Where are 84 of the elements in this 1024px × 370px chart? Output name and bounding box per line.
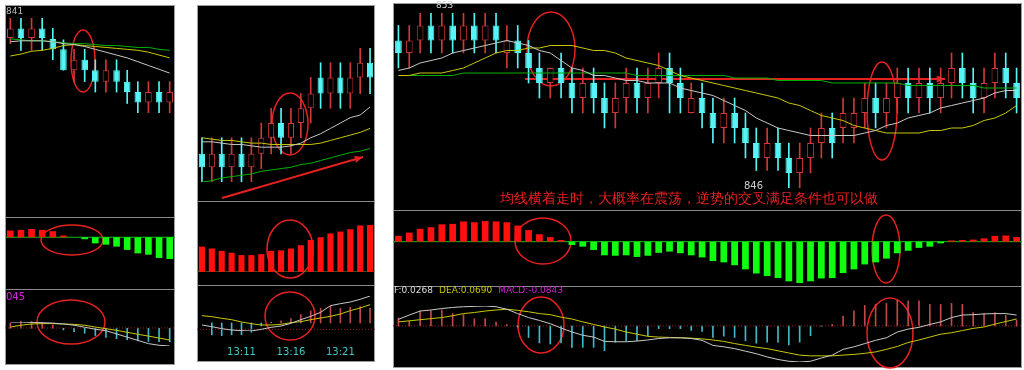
bar	[655, 241, 663, 253]
bar	[622, 241, 630, 256]
bar	[102, 237, 110, 245]
x-tick-label: 13:16	[276, 345, 306, 357]
bar	[92, 237, 99, 244]
bar	[49, 231, 57, 238]
bar	[258, 254, 265, 272]
bar	[687, 241, 695, 256]
bar	[248, 255, 255, 272]
bar	[601, 241, 608, 256]
bar	[677, 241, 684, 254]
bar	[366, 225, 374, 272]
bar	[327, 233, 334, 272]
bar	[268, 250, 275, 272]
bar	[134, 237, 142, 254]
bar	[807, 241, 814, 282]
bar	[861, 241, 869, 265]
bar	[438, 224, 446, 242]
bar	[492, 221, 500, 242]
bar	[536, 234, 543, 242]
bar	[481, 221, 489, 242]
bar	[872, 241, 879, 263]
bar	[416, 228, 424, 242]
bar	[742, 241, 749, 270]
bar	[883, 241, 890, 259]
bar	[666, 241, 673, 252]
bar	[155, 237, 163, 258]
bar	[347, 229, 354, 272]
bar	[395, 235, 402, 242]
bar	[991, 235, 999, 242]
bar	[357, 225, 364, 272]
bar	[337, 231, 344, 272]
bar	[113, 237, 120, 247]
text: 045	[6, 291, 26, 302]
bar	[198, 246, 206, 272]
bar	[277, 250, 285, 272]
bar	[228, 252, 235, 272]
bar	[785, 241, 793, 282]
bar	[980, 238, 988, 242]
bar	[145, 237, 152, 255]
bar	[470, 222, 478, 242]
bar	[818, 241, 825, 279]
text: MACD:-0.0843	[498, 285, 563, 296]
bar	[218, 250, 225, 272]
bar	[763, 241, 771, 276]
x-tick-label: 13:11	[227, 345, 256, 357]
bar	[307, 240, 314, 272]
bar	[1002, 235, 1010, 242]
bar	[752, 241, 760, 274]
bar	[449, 223, 457, 242]
text: F:0.0268	[394, 285, 434, 296]
bar	[893, 241, 901, 254]
bar	[525, 230, 532, 242]
bar	[720, 241, 728, 263]
annotation: 846	[744, 180, 764, 191]
bar	[166, 237, 173, 259]
text: 均线横着走时，大概率在震荡，逆势的交叉满足条件也可以做	[500, 190, 878, 207]
bar	[579, 241, 587, 247]
bar	[7, 230, 14, 238]
bar	[828, 241, 836, 279]
bar	[297, 245, 304, 272]
bar	[287, 248, 295, 272]
x-tick-label: 13:21	[325, 345, 355, 357]
bar	[503, 222, 511, 242]
bar	[123, 237, 131, 250]
bar	[611, 241, 619, 256]
bar	[731, 241, 738, 266]
bar	[427, 227, 435, 242]
text: DEA:0.0690	[439, 285, 493, 296]
bar	[969, 239, 977, 242]
bar	[590, 241, 597, 250]
bar	[28, 229, 35, 238]
bar	[460, 221, 467, 242]
bar	[208, 248, 215, 272]
bar	[796, 241, 804, 283]
bar	[317, 237, 324, 272]
text: 841	[6, 6, 24, 17]
bar	[405, 232, 413, 242]
bar	[1013, 237, 1020, 242]
bar	[546, 237, 554, 242]
bar	[514, 225, 522, 242]
bar	[926, 241, 934, 247]
bar	[238, 255, 245, 272]
bar	[644, 241, 652, 256]
